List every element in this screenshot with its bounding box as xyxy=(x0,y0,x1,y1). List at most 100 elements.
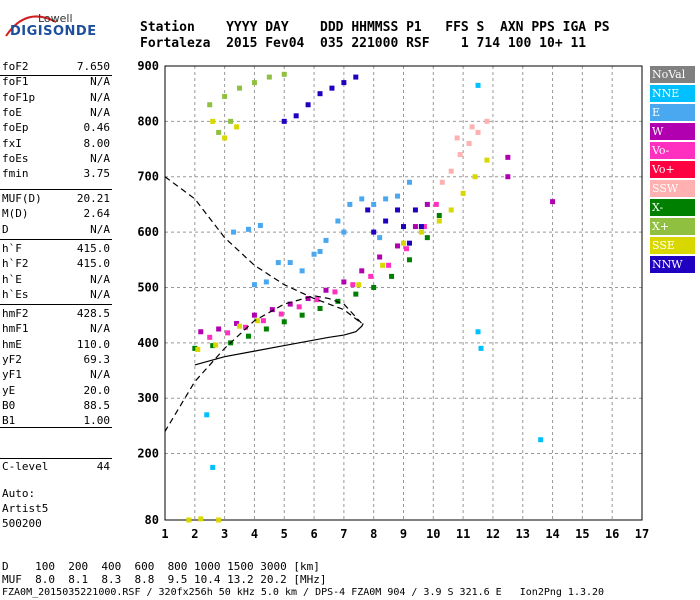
data-point xyxy=(323,287,329,293)
param-name: D xyxy=(2,222,9,236)
data-point xyxy=(359,268,365,274)
data-point xyxy=(460,190,466,196)
param-value: 20.0 xyxy=(83,383,111,397)
data-point xyxy=(505,154,511,160)
x-tick-label: 6 xyxy=(310,527,317,541)
param-name: fxI xyxy=(2,136,22,150)
x-tick-label: 14 xyxy=(545,527,559,541)
y-tick-label: 300 xyxy=(137,391,159,405)
data-point xyxy=(314,297,320,303)
param-name: MUF(D) xyxy=(2,192,42,205)
auto-code: 500200 xyxy=(2,517,42,530)
data-point xyxy=(412,224,418,230)
data-point xyxy=(281,71,287,77)
data-point xyxy=(198,516,204,522)
data-point xyxy=(281,319,287,325)
data-point xyxy=(299,312,305,318)
param-name: foF2 xyxy=(2,60,29,73)
param-name: B0 xyxy=(2,398,16,412)
data-point xyxy=(251,282,257,288)
data-point xyxy=(266,74,272,80)
data-point xyxy=(323,237,329,243)
data-point xyxy=(418,224,424,230)
param-value: 3.75 xyxy=(83,167,111,181)
data-point xyxy=(317,91,323,97)
data-point xyxy=(341,80,347,86)
data-point xyxy=(401,224,406,230)
param-row: MUF(D) 20.21 xyxy=(2,192,110,207)
data-point xyxy=(204,412,210,418)
data-point xyxy=(341,279,347,285)
plot-frame xyxy=(164,65,643,521)
param-value: N/A xyxy=(90,272,110,286)
param-value: 7.650 xyxy=(76,60,110,73)
param-name: hmF1 xyxy=(2,322,29,336)
data-point xyxy=(371,284,377,290)
param-value: N/A xyxy=(90,368,110,382)
data-point xyxy=(401,240,406,246)
data-point xyxy=(377,254,383,260)
y-tick-label: 500 xyxy=(137,280,159,294)
param-row: hmF1 N/A xyxy=(2,322,110,337)
data-point xyxy=(210,343,216,349)
data-point xyxy=(433,201,439,207)
data-point xyxy=(225,330,231,336)
data-point xyxy=(439,179,445,185)
param-name: C-level xyxy=(2,460,49,473)
data-point xyxy=(192,345,198,351)
data-point xyxy=(293,113,299,119)
legend-item: X- xyxy=(650,199,695,216)
data-point xyxy=(550,199,556,205)
data-point xyxy=(210,464,216,470)
param-row: hmE 110.0 xyxy=(2,338,110,353)
data-point xyxy=(356,282,362,288)
x-tick-label: 17 xyxy=(635,527,649,541)
data-point xyxy=(353,291,359,297)
data-point xyxy=(231,229,237,235)
param-name: B1 xyxy=(2,414,16,428)
data-point xyxy=(216,129,222,135)
distance-row: D 100 200 400 600 800 1000 1500 3000 [km… xyxy=(2,560,320,573)
data-point xyxy=(305,296,311,302)
profile-dashed-line xyxy=(164,176,363,432)
param-name: foEs xyxy=(2,151,29,165)
data-point xyxy=(251,312,257,318)
data-point xyxy=(234,124,240,130)
legend-item: Vo+ xyxy=(650,161,695,178)
data-point xyxy=(454,135,460,141)
param-row: fmin 3.75 xyxy=(2,167,110,182)
legend-item: SSE xyxy=(650,237,695,254)
x-tick-label: 11 xyxy=(456,527,470,541)
data-point xyxy=(234,320,240,326)
data-point xyxy=(305,102,311,108)
param-row: foE N/A xyxy=(2,106,110,121)
data-point xyxy=(436,218,442,224)
param-name: yE xyxy=(2,383,16,397)
header-labels: Station YYYY DAY DDD HHMMSS P1 FFS S AXN… xyxy=(140,20,610,35)
param-row: hmF2 428.5 xyxy=(2,307,110,322)
param-separator xyxy=(0,75,112,76)
x-tick-label: 8 xyxy=(370,527,377,541)
param-value: 415.0 xyxy=(76,257,110,271)
data-point xyxy=(341,229,347,235)
data-point xyxy=(257,222,263,228)
data-point xyxy=(475,82,481,88)
param-row: foF2 7.650 xyxy=(2,60,110,75)
profile-line xyxy=(194,323,364,366)
data-point xyxy=(365,207,371,213)
y-tick-label: 700 xyxy=(137,170,159,184)
param-name: h`Es xyxy=(2,287,29,301)
legend-item: NNE xyxy=(650,85,695,102)
data-point xyxy=(406,257,412,263)
data-point xyxy=(245,333,251,339)
param-row: h`E N/A xyxy=(2,273,110,288)
param-value: 110.0 xyxy=(76,337,110,351)
x-tick-label: 10 xyxy=(426,527,440,541)
data-point xyxy=(216,517,222,523)
logo-arc-icon xyxy=(5,15,57,37)
data-point xyxy=(383,218,389,224)
data-point xyxy=(383,196,389,202)
x-tick-label: 5 xyxy=(281,527,288,541)
data-point xyxy=(418,229,424,235)
param-name: foF1p xyxy=(2,90,36,104)
